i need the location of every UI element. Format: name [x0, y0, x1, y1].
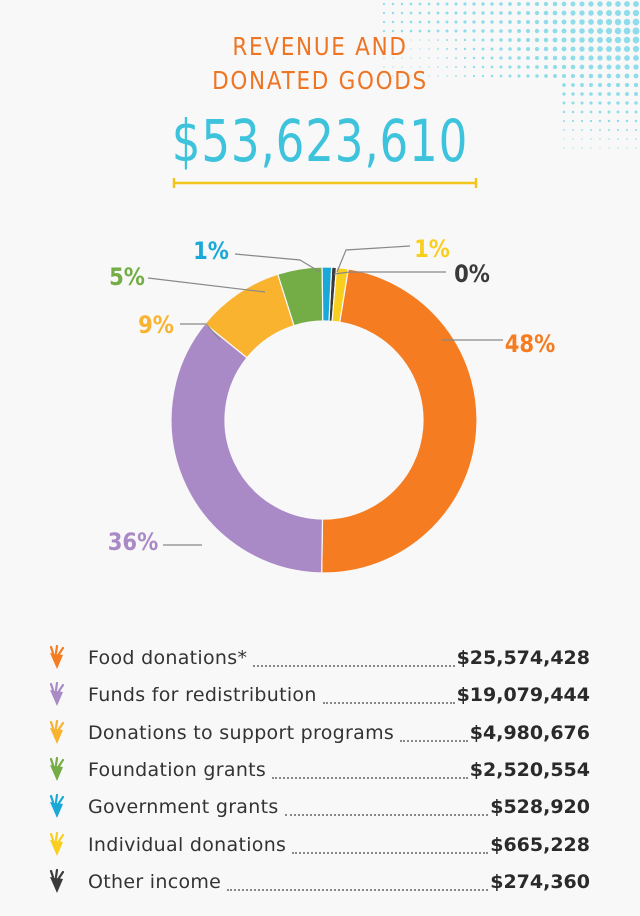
legend-label: Donations to support programs: [88, 721, 395, 744]
donut-chart: 48%36%9%5%1% 1%0%: [108, 236, 556, 574]
legend-label: Individual donations: [88, 833, 287, 856]
decorative-dot-pattern: [382, 1, 640, 149]
carrot-icon: [49, 682, 65, 707]
legend-amount: $19,079,444: [456, 684, 590, 707]
legend-row: Food donations* $25,574,428: [44, 640, 590, 676]
percent-label: 0%: [454, 261, 490, 289]
dot-leader: [253, 665, 455, 667]
legend-amount: $274,360: [490, 870, 590, 893]
carrot-icon: [49, 794, 65, 819]
legend-label: Food donations*: [88, 647, 248, 669]
donut-slice-government-grants: [321, 266, 333, 322]
dot-leader: [284, 814, 489, 817]
legend-row: Funds for redistribution $19,079,444: [44, 677, 590, 713]
legend-amount: $665,228: [490, 833, 590, 856]
carrot-icon: [49, 831, 65, 856]
carrot-icon: [49, 868, 65, 893]
legend-amount: $25,574,428: [456, 647, 590, 669]
legend-label: Government grants: [88, 796, 279, 819]
carrot-icon: [49, 756, 65, 781]
dot-leader: [400, 739, 468, 742]
legend-amount: $528,920: [490, 796, 590, 819]
total-amount: $53,623,610: [171, 107, 469, 175]
percent-label: 1%: [414, 236, 450, 264]
percent-label: 48%: [505, 331, 556, 359]
legend-row: Other income $274,360: [44, 864, 590, 900]
percent-label: 5%: [109, 264, 145, 292]
leader-line: [333, 271, 446, 275]
dot-leader: [322, 702, 455, 705]
donut-slice-food-donations: [321, 268, 478, 574]
legend-amount: $4,980,676: [469, 721, 590, 744]
carrot-icon: [49, 645, 65, 669]
legend-row: Foundation grants $2,520,554: [44, 752, 590, 788]
chart-title-line-2: DONATED GOODS: [212, 66, 428, 95]
carrot-icon: [49, 719, 65, 744]
dot-leader: [227, 888, 489, 891]
chart-title-line-1: REVENUE AND: [232, 32, 408, 61]
legend-row: Donations to support programs $4,980,676: [44, 715, 590, 751]
percent-label: 9%: [138, 312, 174, 340]
leader-line: [180, 323, 221, 341]
dot-leader: [292, 851, 489, 854]
legend-label: Funds for redistribution: [88, 684, 317, 707]
leader-line: [336, 245, 411, 273]
leader-line: [147, 277, 266, 293]
legend-row: Government grants $528,920: [44, 789, 590, 825]
legend-row: Individual donations $665,228: [44, 827, 590, 863]
legend-label: Foundation grants: [88, 758, 267, 781]
dot-leader: [272, 776, 468, 779]
title-underline: [172, 178, 478, 188]
leader-line: [234, 253, 321, 273]
percent-label: 36%: [108, 529, 159, 557]
donut-slice-funds-for-redistribution: [170, 322, 324, 574]
percent-label: 1%: [193, 238, 229, 266]
legend-label: Other income: [88, 870, 222, 893]
legend-amount: $2,520,554: [469, 758, 590, 781]
